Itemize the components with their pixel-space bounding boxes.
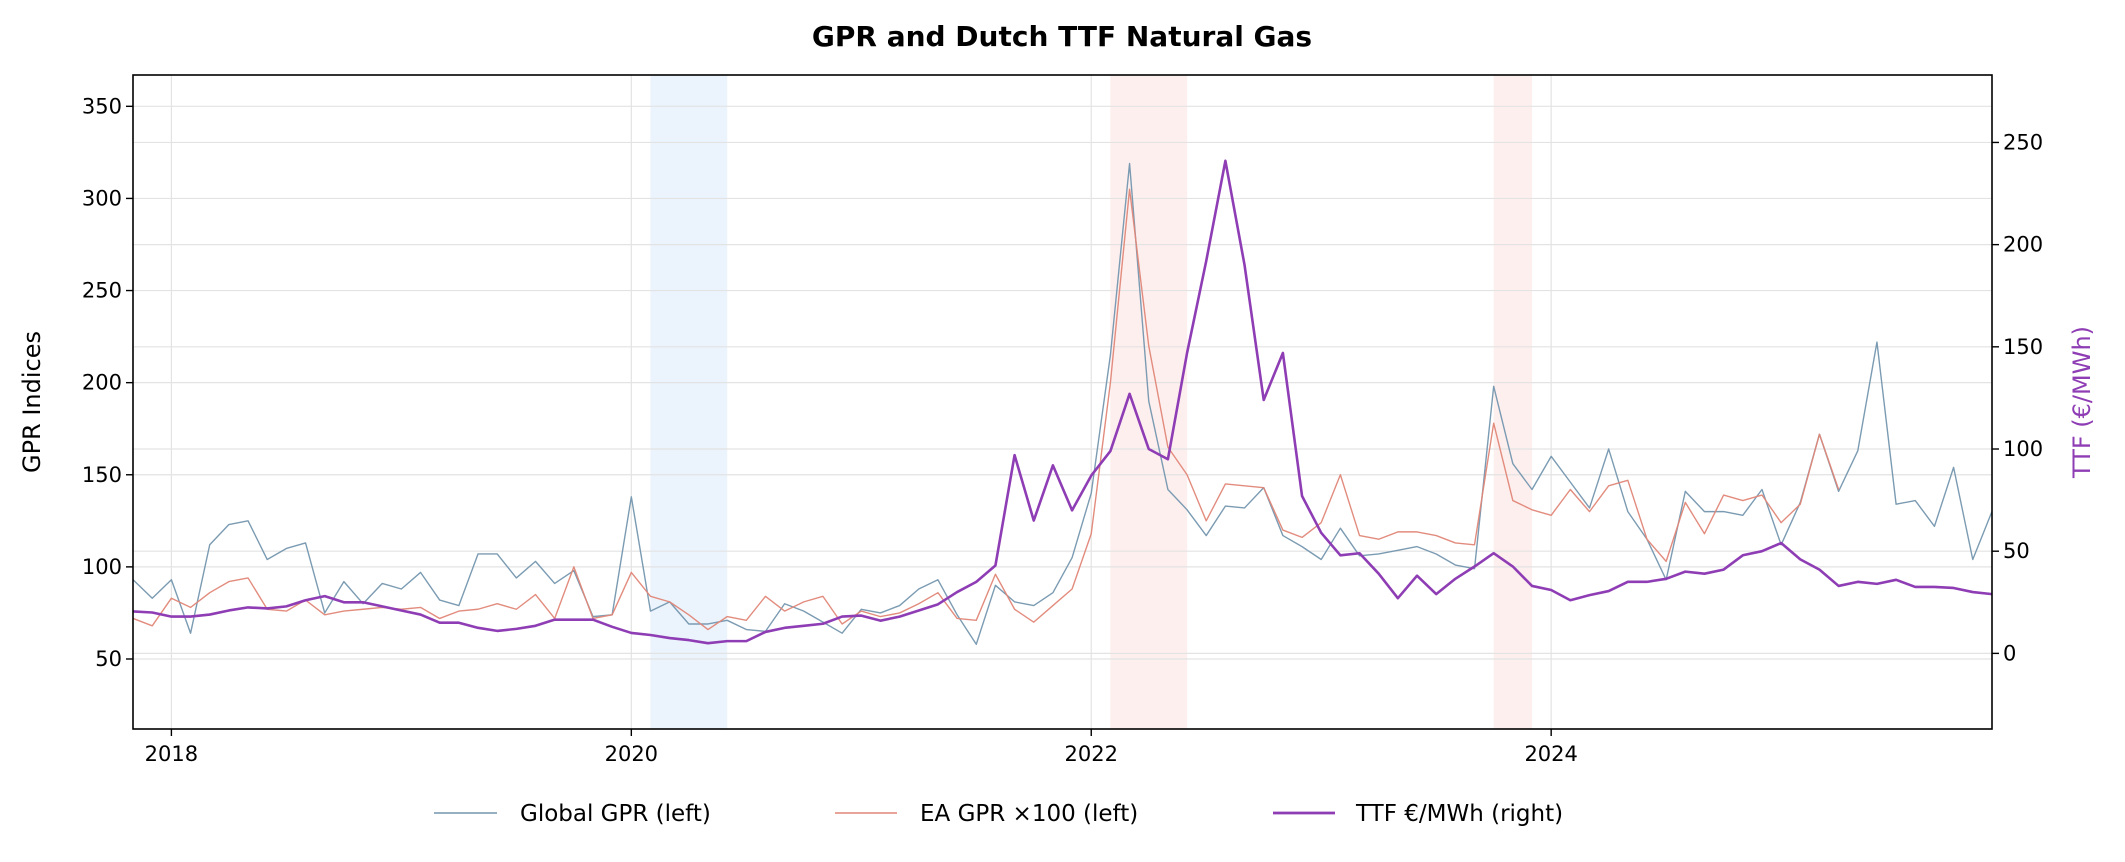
y-axis-right-label: TTF (€/MWh) [2068, 326, 2096, 479]
ea-gpr-line [132, 188, 1840, 631]
x-tick-label: 2024 [1524, 742, 1577, 766]
chart-title: GPR and Dutch TTF Natural Gas [812, 20, 1312, 53]
shaded-period [650, 75, 728, 729]
legend-label-ea-gpr: EA GPR ×100 (left) [920, 801, 1138, 827]
y-tick-left-label: 300 [82, 186, 122, 210]
legend-label-global-gpr: Global GPR (left) [520, 801, 711, 827]
y-tick-right-label: 150 [2003, 335, 2043, 359]
y-tick-left-label: 50 [95, 647, 122, 671]
plot-frame [132, 74, 1993, 730]
legend: Global GPR (left) EA GPR ×100 (left) TTF… [434, 801, 1563, 827]
y-tick-left-label: 250 [82, 279, 122, 303]
y-axis-left-label: GPR Indices [18, 331, 46, 473]
shaded-period [1493, 75, 1533, 729]
y-tick-right-label: 50 [2003, 539, 2030, 563]
y-tick-right-label: 0 [2003, 641, 2016, 665]
y-tick-left-label: 100 [82, 555, 122, 579]
y-tick-right-label: 100 [2003, 437, 2043, 461]
x-tick-label: 2022 [1065, 742, 1118, 766]
y-tick-right-label: 200 [2003, 233, 2043, 257]
x-tick-label: 2020 [605, 742, 658, 766]
global-gpr-line [132, 162, 1993, 645]
y-tick-left-label: 200 [82, 371, 122, 395]
ttf-line [133, 159, 1993, 645]
y-tick-left-label: 150 [82, 463, 122, 487]
y-tick-right-label: 250 [2003, 130, 2043, 154]
y-tick-left-label: 350 [82, 94, 122, 118]
x-tick-label: 2018 [145, 742, 198, 766]
legend-label-ttf: TTF €/MWh (right) [1355, 801, 1563, 827]
